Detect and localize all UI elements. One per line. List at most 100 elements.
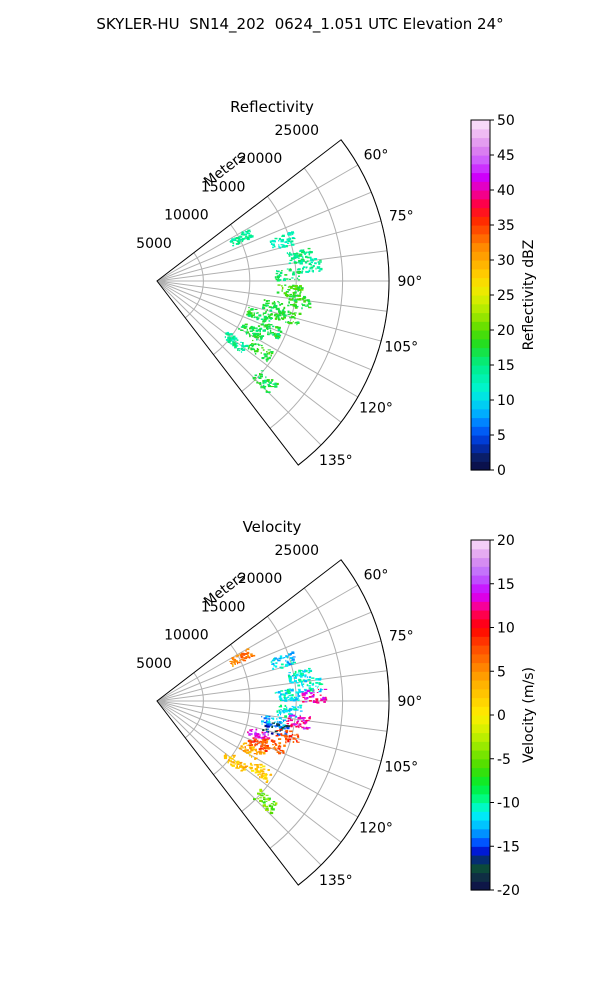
echo-gate [291, 705, 294, 708]
echo-gate [265, 385, 267, 388]
echo-gate [266, 800, 268, 802]
echo-gate [232, 340, 234, 343]
colorbar-tick-label: -15 [497, 839, 520, 855]
echo-gate [315, 701, 318, 703]
echo-gate [274, 743, 277, 745]
colorbar-swatch [471, 295, 490, 305]
echo-gate [287, 240, 291, 243]
echo-gate [291, 734, 294, 736]
echo-gate [293, 253, 296, 255]
echo-gate [277, 316, 280, 319]
echo-gate [295, 699, 298, 701]
colorbar-swatch [471, 172, 490, 182]
echo-gate [242, 768, 246, 771]
echo-gate [273, 245, 275, 247]
echo-gate [273, 740, 275, 742]
echo-gate [296, 305, 299, 308]
echo-gate [289, 299, 293, 301]
colorbar-tick-label: 50 [497, 113, 515, 129]
colorbar-swatch [471, 583, 490, 594]
echo-gate [280, 244, 284, 246]
echo-gate [262, 303, 265, 306]
echo-gate [276, 276, 280, 278]
echo-gate [281, 317, 285, 320]
echo-gate [276, 730, 279, 731]
echo-gate [294, 696, 298, 699]
reflectivity-panel: Reflectivity 500010000150002000025000Met… [136, 98, 537, 479]
azimuth-gridline [156, 280, 342, 423]
colorbar-swatch [471, 793, 490, 804]
echo-gate [281, 240, 284, 243]
echo-gate [304, 296, 306, 298]
echo-gate [298, 312, 302, 315]
echo-gate [283, 306, 286, 310]
colorbar-swatch [471, 461, 490, 471]
echo-gate [312, 265, 315, 268]
echo-gate [295, 708, 297, 710]
echo-gate [254, 732, 257, 736]
echo-gate [295, 682, 299, 684]
echo-gate [284, 697, 287, 700]
echo-gate [265, 747, 269, 750]
echo-gate [239, 660, 241, 662]
echo-gate [292, 271, 295, 274]
echo-gate [277, 284, 281, 286]
echo-gate [261, 731, 264, 734]
echo-gate [240, 765, 244, 768]
echo-gate [323, 700, 326, 703]
echo-gate [227, 336, 231, 339]
echo-gate [285, 655, 289, 658]
azimuth-gridline [156, 164, 359, 282]
echo-gate [279, 704, 282, 707]
azimuth-tick-label: 90° [397, 274, 422, 290]
echo-gate [259, 330, 261, 333]
echo-gate [266, 309, 268, 311]
echo-gate [268, 381, 270, 383]
echo-gate [300, 726, 302, 727]
echo-gate [275, 691, 278, 694]
echo-gate [256, 312, 258, 314]
echo-gate [262, 329, 266, 332]
echo-gate [284, 695, 286, 697]
echo-gate [270, 805, 272, 808]
echo-gate [297, 289, 299, 292]
echo-gate [283, 694, 286, 696]
colorbar-swatch [471, 443, 490, 454]
echo-gate [288, 232, 291, 233]
echo-gate [229, 760, 232, 762]
echo-gate [233, 242, 235, 245]
echo-gate [244, 746, 246, 748]
echo-gate [282, 726, 285, 729]
echo-gate [298, 288, 302, 292]
echo-gate [306, 697, 308, 700]
echo-gate [238, 236, 242, 238]
colorbar-swatch [471, 671, 490, 681]
velocity-colorbar: -20 -15 -10 -5 0 5 10 15 20 Velocity (m/s) [470, 533, 537, 899]
echo-gate [255, 329, 259, 332]
echo-gate [284, 292, 287, 294]
colorbar-swatch [471, 846, 490, 856]
echo-gate [258, 344, 261, 346]
echo-gate [319, 268, 322, 271]
echo-gate [290, 660, 293, 662]
colorbar-swatch [471, 338, 490, 349]
echo-gate [272, 744, 274, 746]
reflectivity-colorbar: 0 5 10 15 20 25 30 35 40 45 50 Reflectivity dBZ [470, 113, 537, 479]
echo-gate [295, 715, 298, 718]
echo-gate [281, 710, 285, 712]
echo-gate [264, 805, 268, 808]
echo-gate [262, 736, 265, 738]
echo-gate [311, 270, 313, 272]
echo-gate [250, 769, 255, 772]
echo-gate [287, 242, 290, 244]
echo-gate [270, 354, 272, 357]
echo-gate [283, 245, 286, 248]
echo-gate [261, 739, 265, 741]
echo-gate [289, 293, 293, 296]
echo-gate [285, 663, 287, 666]
echo-gate [303, 266, 306, 268]
echo-gate [270, 773, 272, 775]
echo-gate [253, 329, 255, 332]
